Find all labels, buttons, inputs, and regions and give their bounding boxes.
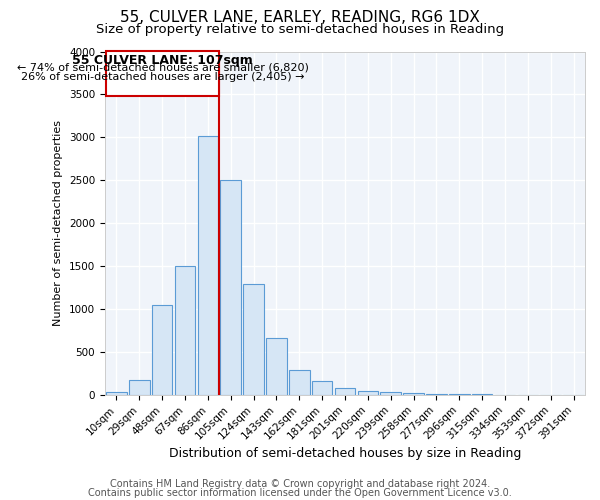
Bar (129, 380, 149, 395)
Bar (106, 52, 220, 96)
Bar (358, 390, 378, 395)
Bar (403, 393, 424, 395)
Bar (312, 381, 332, 395)
Y-axis label: Number of semi-detached properties: Number of semi-detached properties (53, 120, 64, 326)
Bar (380, 392, 401, 395)
Text: 26% of semi-detached houses are larger (2,405) →: 26% of semi-detached houses are larger (… (21, 72, 304, 82)
X-axis label: Distribution of semi-detached houses by size in Reading: Distribution of semi-detached houses by … (169, 447, 521, 460)
Text: 55, CULVER LANE, EARLEY, READING, RG6 1DX: 55, CULVER LANE, EARLEY, READING, RG6 1D… (120, 10, 480, 25)
Bar (244, 284, 264, 395)
Bar (106, 392, 127, 395)
Text: ← 74% of semi-detached houses are smaller (6,820): ← 74% of semi-detached houses are smalle… (17, 62, 308, 72)
Bar (289, 370, 310, 395)
Bar (266, 338, 287, 395)
Text: Size of property relative to semi-detached houses in Reading: Size of property relative to semi-detach… (96, 22, 504, 36)
Bar (152, 304, 172, 395)
Bar (335, 388, 355, 395)
Bar (220, 180, 241, 395)
Bar (197, 136, 218, 395)
Text: Contains public sector information licensed under the Open Government Licence v3: Contains public sector information licen… (88, 488, 512, 498)
Text: Contains HM Land Registry data © Crown copyright and database right 2024.: Contains HM Land Registry data © Crown c… (110, 479, 490, 489)
Bar (426, 394, 447, 395)
Text: 55 CULVER LANE: 107sqm: 55 CULVER LANE: 107sqm (73, 54, 253, 67)
Bar (175, 266, 196, 395)
